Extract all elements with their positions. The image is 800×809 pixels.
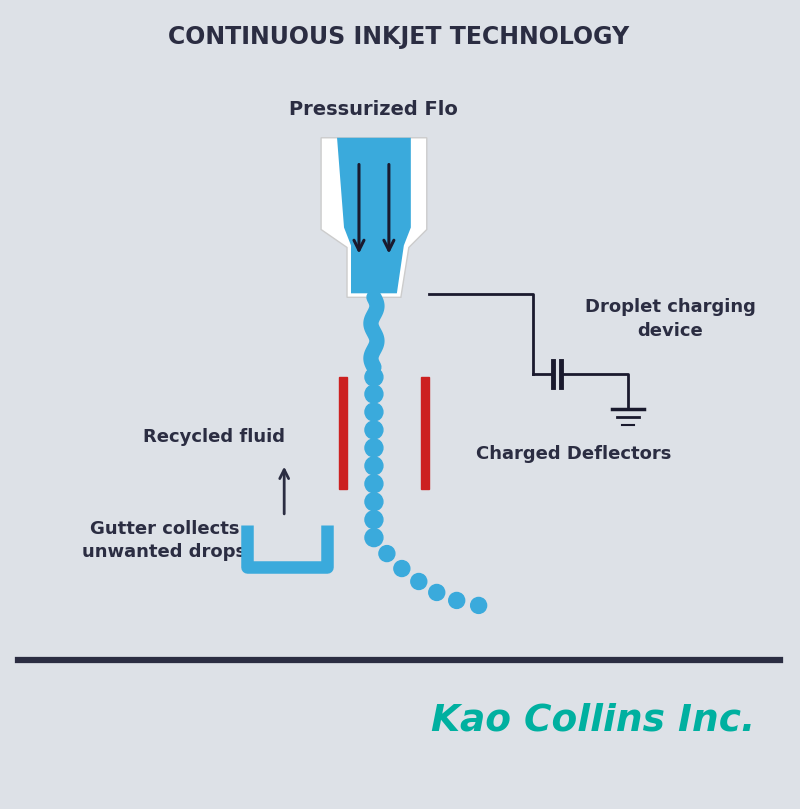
Text: Droplet charging
device: Droplet charging device (585, 299, 755, 340)
Polygon shape (337, 138, 411, 294)
Circle shape (449, 592, 465, 608)
Circle shape (470, 598, 486, 613)
Bar (421, 377, 429, 489)
Polygon shape (321, 138, 426, 297)
Circle shape (411, 574, 426, 590)
Text: Charged Deflectors: Charged Deflectors (476, 445, 671, 463)
Circle shape (365, 457, 383, 475)
Text: Kao Collins Inc.: Kao Collins Inc. (431, 702, 755, 738)
Circle shape (365, 385, 383, 403)
Bar (339, 377, 347, 489)
Circle shape (394, 561, 410, 577)
Circle shape (379, 545, 395, 561)
Circle shape (365, 475, 383, 493)
Circle shape (365, 493, 383, 510)
Circle shape (365, 439, 383, 457)
Text: Pressurized Flo: Pressurized Flo (290, 100, 458, 120)
Text: Gutter collects
unwanted drops: Gutter collects unwanted drops (82, 520, 246, 561)
Circle shape (365, 528, 383, 547)
Circle shape (365, 421, 383, 439)
Circle shape (365, 510, 383, 528)
Text: CONTINUOUS INKJET TECHNOLOGY: CONTINUOUS INKJET TECHNOLOGY (168, 25, 630, 49)
Circle shape (365, 403, 383, 421)
Circle shape (429, 584, 445, 600)
Circle shape (365, 368, 383, 386)
Text: Recycled fluid: Recycled fluid (143, 428, 286, 446)
